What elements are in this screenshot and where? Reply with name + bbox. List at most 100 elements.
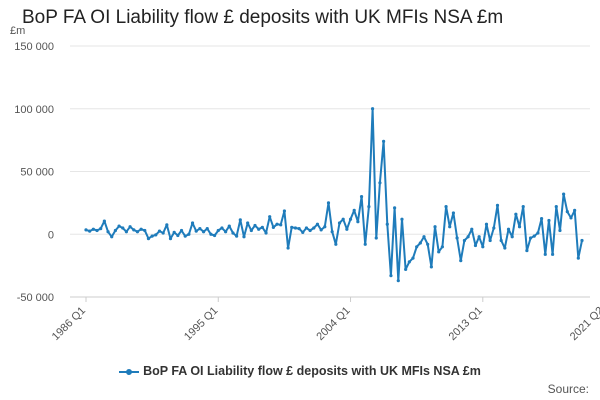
data-point[interactable] (201, 230, 206, 234)
data-point[interactable] (224, 230, 228, 234)
data-point[interactable] (315, 222, 320, 226)
data-point[interactable] (433, 225, 437, 229)
data-point[interactable] (172, 230, 176, 234)
data-point[interactable] (326, 201, 331, 205)
data-point[interactable] (106, 230, 110, 234)
data-point[interactable] (440, 245, 444, 249)
data-point[interactable] (275, 222, 279, 226)
data-point[interactable] (308, 228, 312, 233)
data-point[interactable] (459, 259, 463, 263)
data-point[interactable] (88, 229, 92, 233)
data-point[interactable] (290, 225, 294, 229)
data-point[interactable] (216, 228, 220, 233)
data-point[interactable] (551, 252, 555, 256)
data-point[interactable] (451, 211, 456, 215)
data-point[interactable] (227, 224, 231, 228)
data-point[interactable] (576, 256, 580, 260)
data-point[interactable] (426, 242, 430, 246)
data-point[interactable] (539, 216, 544, 221)
data-point[interactable] (187, 232, 191, 236)
data-point[interactable] (84, 228, 88, 232)
data-point[interactable] (488, 238, 492, 243)
data-point[interactable] (455, 236, 459, 240)
data-point[interactable] (165, 223, 169, 227)
data-point[interactable] (198, 227, 202, 231)
data-point[interactable] (367, 205, 371, 209)
data-point[interactable] (422, 235, 426, 239)
data-point[interactable] (135, 230, 140, 234)
data-point[interactable] (569, 216, 573, 220)
data-point[interactable] (400, 217, 404, 221)
data-point[interactable] (282, 209, 286, 213)
data-point[interactable] (415, 245, 419, 249)
data-point[interactable] (220, 226, 224, 230)
data-point[interactable] (102, 219, 106, 223)
data-point[interactable] (389, 274, 393, 278)
data-point[interactable] (242, 235, 246, 239)
data-point[interactable] (117, 224, 121, 228)
data-point[interactable] (91, 227, 95, 231)
data-point[interactable] (249, 228, 253, 233)
data-point[interactable] (554, 205, 558, 209)
data-point[interactable] (183, 234, 187, 238)
data-point[interactable] (110, 235, 114, 239)
data-point[interactable] (205, 227, 209, 231)
data-point[interactable] (297, 227, 301, 231)
data-point[interactable] (558, 228, 562, 233)
data-point[interactable] (444, 205, 448, 209)
data-point[interactable] (492, 226, 496, 230)
data-point[interactable] (99, 227, 103, 231)
data-point[interactable] (547, 218, 551, 223)
data-point[interactable] (510, 235, 514, 239)
data-point[interactable] (393, 206, 397, 210)
data-point[interactable] (271, 225, 275, 229)
data-point[interactable] (528, 236, 533, 240)
data-point[interactable] (264, 231, 268, 235)
legend[interactable]: BoP FA OI Liability flow £ deposits with… (0, 364, 600, 378)
data-point[interactable] (246, 221, 250, 225)
data-point[interactable] (312, 226, 316, 230)
data-point[interactable] (477, 235, 481, 239)
data-point[interactable] (573, 208, 577, 213)
data-point[interactable] (429, 265, 433, 269)
data-point[interactable] (370, 107, 375, 111)
data-point[interactable] (580, 238, 584, 243)
data-point[interactable] (150, 234, 154, 238)
data-point[interactable] (231, 231, 235, 235)
data-point[interactable] (359, 195, 364, 199)
data-point[interactable] (330, 230, 334, 234)
data-point[interactable] (407, 260, 411, 264)
data-point[interactable] (154, 233, 158, 237)
data-point[interactable] (374, 236, 378, 240)
data-point[interactable] (124, 230, 129, 234)
data-point[interactable] (301, 230, 305, 234)
data-point[interactable] (385, 222, 389, 226)
data-point[interactable] (521, 205, 525, 209)
data-point[interactable] (334, 242, 338, 246)
data-point[interactable] (378, 181, 382, 185)
data-point[interactable] (190, 221, 195, 225)
data-point[interactable] (257, 227, 261, 231)
data-point[interactable] (337, 221, 342, 225)
data-point[interactable] (437, 250, 441, 254)
data-point[interactable] (209, 232, 213, 236)
data-point[interactable] (462, 238, 467, 243)
data-point[interactable] (495, 203, 500, 207)
data-point[interactable] (506, 227, 511, 231)
data-point[interactable] (161, 231, 165, 235)
data-point[interactable] (363, 242, 367, 246)
data-point[interactable] (348, 217, 353, 221)
data-point[interactable] (499, 238, 503, 243)
data-point[interactable] (470, 227, 474, 231)
data-point[interactable] (323, 225, 327, 229)
data-point[interactable] (466, 235, 470, 239)
data-point[interactable] (128, 225, 132, 229)
data-point[interactable] (139, 227, 143, 231)
data-point[interactable] (176, 233, 180, 238)
data-point[interactable] (179, 228, 184, 233)
data-point[interactable] (345, 227, 349, 231)
data-point[interactable] (253, 223, 257, 228)
data-point[interactable] (286, 246, 290, 250)
data-point[interactable] (352, 208, 356, 213)
data-point[interactable] (113, 228, 117, 233)
